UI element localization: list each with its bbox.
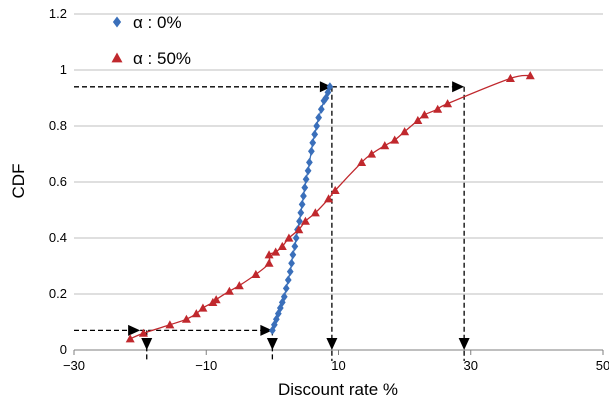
series-2-point	[224, 286, 234, 295]
series-2-point	[125, 334, 135, 343]
legend-label-1: α : 0%	[133, 13, 182, 32]
series-2-point	[277, 241, 287, 250]
y-tick-label: 1.2	[49, 6, 67, 21]
series-2-point	[367, 149, 377, 158]
legend: α : 0% α : 50%	[111, 13, 191, 68]
series-2-point	[264, 258, 274, 267]
legend-marker-2	[111, 52, 123, 63]
series-1-point	[296, 216, 303, 226]
series-1-point	[306, 157, 313, 167]
series-1-point	[317, 104, 325, 114]
guide-arrows	[74, 81, 470, 361]
series-1-point	[298, 199, 306, 209]
series-1-point	[326, 82, 334, 92]
series-1-point	[288, 258, 295, 268]
series-1-point	[284, 275, 292, 285]
guide-arrowhead	[141, 338, 153, 350]
series-1-point	[302, 174, 310, 184]
series-2-point	[251, 269, 261, 278]
series-2-point	[191, 309, 201, 318]
guide-arrowhead	[260, 324, 273, 336]
series-2-point	[324, 194, 334, 203]
x-tick-label: 10	[331, 358, 345, 373]
series-2-point	[419, 110, 429, 119]
series-1-point	[286, 267, 294, 277]
legend-marker-1	[112, 16, 122, 28]
y-tick-label: 0.8	[49, 118, 67, 133]
series-2-point	[284, 233, 294, 242]
series-2-point	[181, 314, 191, 323]
x-tick-label: 30	[464, 358, 478, 373]
data-points	[125, 71, 535, 343]
guide-arrowhead	[452, 81, 465, 93]
series-2-point	[294, 225, 304, 234]
guide-arrowhead	[458, 338, 470, 350]
y-tick-label: 0	[60, 342, 67, 357]
series-1-point	[282, 283, 290, 293]
series-1-point	[313, 121, 321, 131]
series-2-point	[443, 99, 453, 108]
series-1-point	[301, 183, 309, 193]
series-1-point	[280, 292, 288, 302]
y-axis-title: CDF	[9, 164, 28, 199]
series-1-point	[309, 138, 317, 148]
series-1-point	[297, 208, 305, 218]
series-1-point	[289, 250, 297, 260]
guide-arrowhead	[319, 81, 332, 93]
series-curve-2	[129, 74, 531, 340]
series-2-point	[300, 216, 310, 225]
series-2-point	[433, 104, 443, 113]
series-2-point	[198, 303, 208, 312]
series-2-point	[400, 127, 410, 136]
series-2-point	[271, 247, 281, 256]
series-2-point	[264, 250, 274, 259]
series-2-point	[330, 185, 340, 194]
series-2-point	[380, 141, 390, 150]
y-tick-label: 1	[60, 62, 67, 77]
y-tick-label: 0.4	[49, 230, 67, 245]
guide-arrowhead	[326, 338, 338, 350]
fitted-curves	[129, 74, 531, 340]
series-2-point	[234, 281, 244, 290]
x-tick-label: −10	[195, 358, 217, 373]
axes: 0 0.2 0.4 0.6 0.8 1 1.2 −30 −10 10 30 50	[49, 6, 609, 373]
series-2-point	[357, 157, 367, 166]
series-1-point	[315, 113, 323, 123]
y-tick-label: 0.6	[49, 174, 67, 189]
guide-arrowhead	[266, 338, 278, 350]
series-2-point	[505, 73, 515, 82]
series-1-point	[292, 233, 300, 243]
series-1-point	[300, 191, 307, 201]
series-2-point	[211, 295, 221, 304]
series-2-point	[413, 115, 423, 124]
x-tick-label: −30	[63, 358, 85, 373]
guide-arrowhead	[128, 324, 141, 336]
series-2-point	[525, 71, 535, 80]
legend-label-2: α : 50%	[133, 49, 191, 68]
series-2-point	[390, 135, 400, 144]
series-1-point	[311, 129, 319, 139]
gridlines	[74, 13, 603, 295]
series-2-point	[138, 328, 148, 337]
series-1-point	[291, 241, 299, 251]
x-tick-label: 50	[596, 358, 609, 373]
series-1-point	[304, 166, 312, 176]
series-2-point	[165, 320, 175, 329]
series-2-point	[310, 208, 320, 217]
y-tick-label: 0.2	[49, 286, 67, 301]
x-axis-title: Discount rate %	[278, 380, 398, 399]
series-1-point	[308, 146, 315, 156]
